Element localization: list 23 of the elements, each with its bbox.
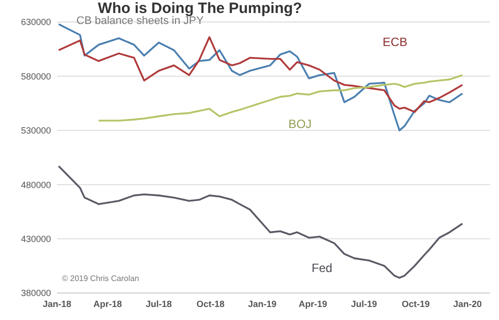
x-tick-label: Jul-19 <box>351 299 378 309</box>
x-tick-label: Oct-19 <box>402 299 430 309</box>
x-tick-label: Apr-19 <box>298 299 328 309</box>
y-tick-label: 480000 <box>20 180 51 190</box>
y-tick-label: 530000 <box>20 126 51 136</box>
text: ECB <box>382 35 408 49</box>
y-tick-label: 380000 <box>20 288 51 298</box>
y-tick-label: 630000 <box>20 17 51 28</box>
x-tick-label: Jan-20 <box>453 299 482 309</box>
y-tick-label: 580000 <box>20 71 51 82</box>
series-label: Fed <box>312 261 332 275</box>
y-tick-label: 430000 <box>20 234 51 244</box>
line-series <box>58 36 464 113</box>
x-tick-label: Jul-18 <box>146 299 172 309</box>
chart-title: Who is Doing The Pumping? <box>98 0 302 17</box>
line-series <box>58 23 464 132</box>
chart-subtitle: CB balance sheets in JPY <box>76 15 204 27</box>
series-label: BOJ <box>288 117 312 131</box>
x-tick-label: Apr-18 <box>93 299 122 309</box>
x-tick-label: Oct-18 <box>196 299 225 309</box>
x-tick-label: Jan-19 <box>248 299 277 309</box>
x-tick-label: Jan-18 <box>42 299 72 309</box>
annotation: © 2019 Chris Carolan <box>62 274 140 283</box>
